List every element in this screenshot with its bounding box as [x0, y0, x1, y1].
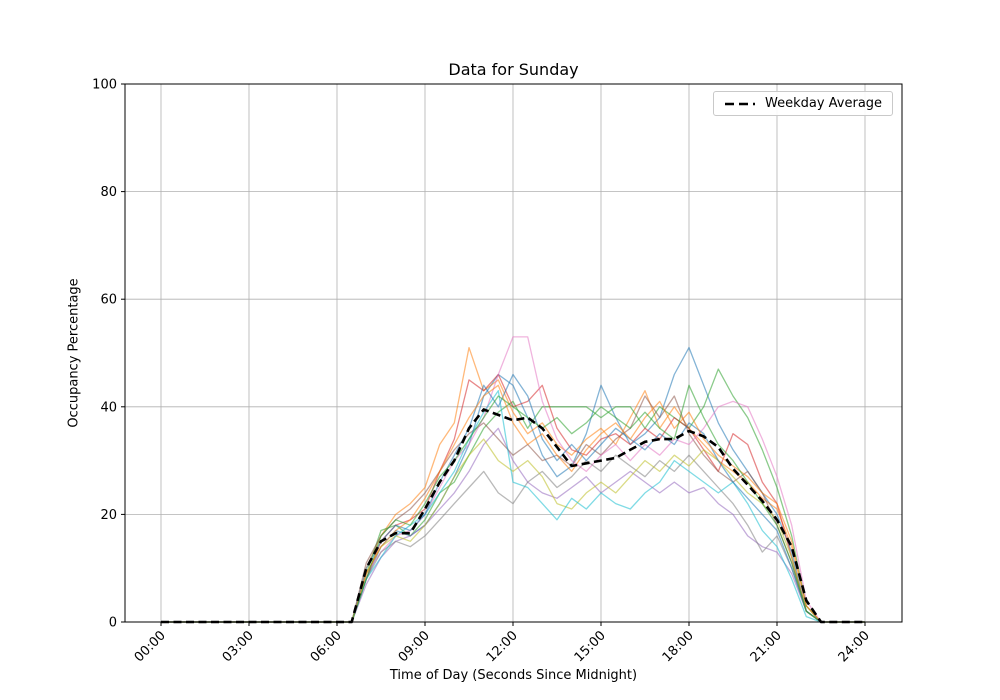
y-tick-label: 0	[109, 616, 117, 631]
y-tick-label: 20	[100, 508, 117, 523]
legend: Weekday Average	[713, 91, 893, 116]
y-tick-label: 60	[100, 293, 117, 308]
x-tick-label: 03:00	[220, 628, 257, 665]
x-tick-label: 21:00	[748, 628, 785, 665]
x-tick-label: 15:00	[572, 628, 609, 665]
x-tick-label: 18:00	[660, 628, 697, 665]
y-tick-label: 100	[92, 78, 117, 93]
x-tick-label: 06:00	[308, 628, 345, 665]
x-tick-label: 24:00	[836, 628, 873, 665]
x-tick-label: 12:00	[484, 628, 521, 665]
x-axis-label: Time of Day (Seconds Since Midnight)	[389, 668, 638, 683]
x-tick-label: 09:00	[396, 628, 433, 665]
legend-label: Weekday Average	[765, 96, 883, 111]
y-tick-label: 80	[100, 185, 117, 200]
y-axis-label: Occupancy Percentage	[66, 278, 82, 428]
y-tick-label: 40	[100, 400, 117, 415]
legend-dashed-line-icon	[725, 102, 755, 105]
chart-title: Data for Sunday	[448, 60, 579, 79]
x-tick-label: 00:00	[132, 628, 169, 665]
